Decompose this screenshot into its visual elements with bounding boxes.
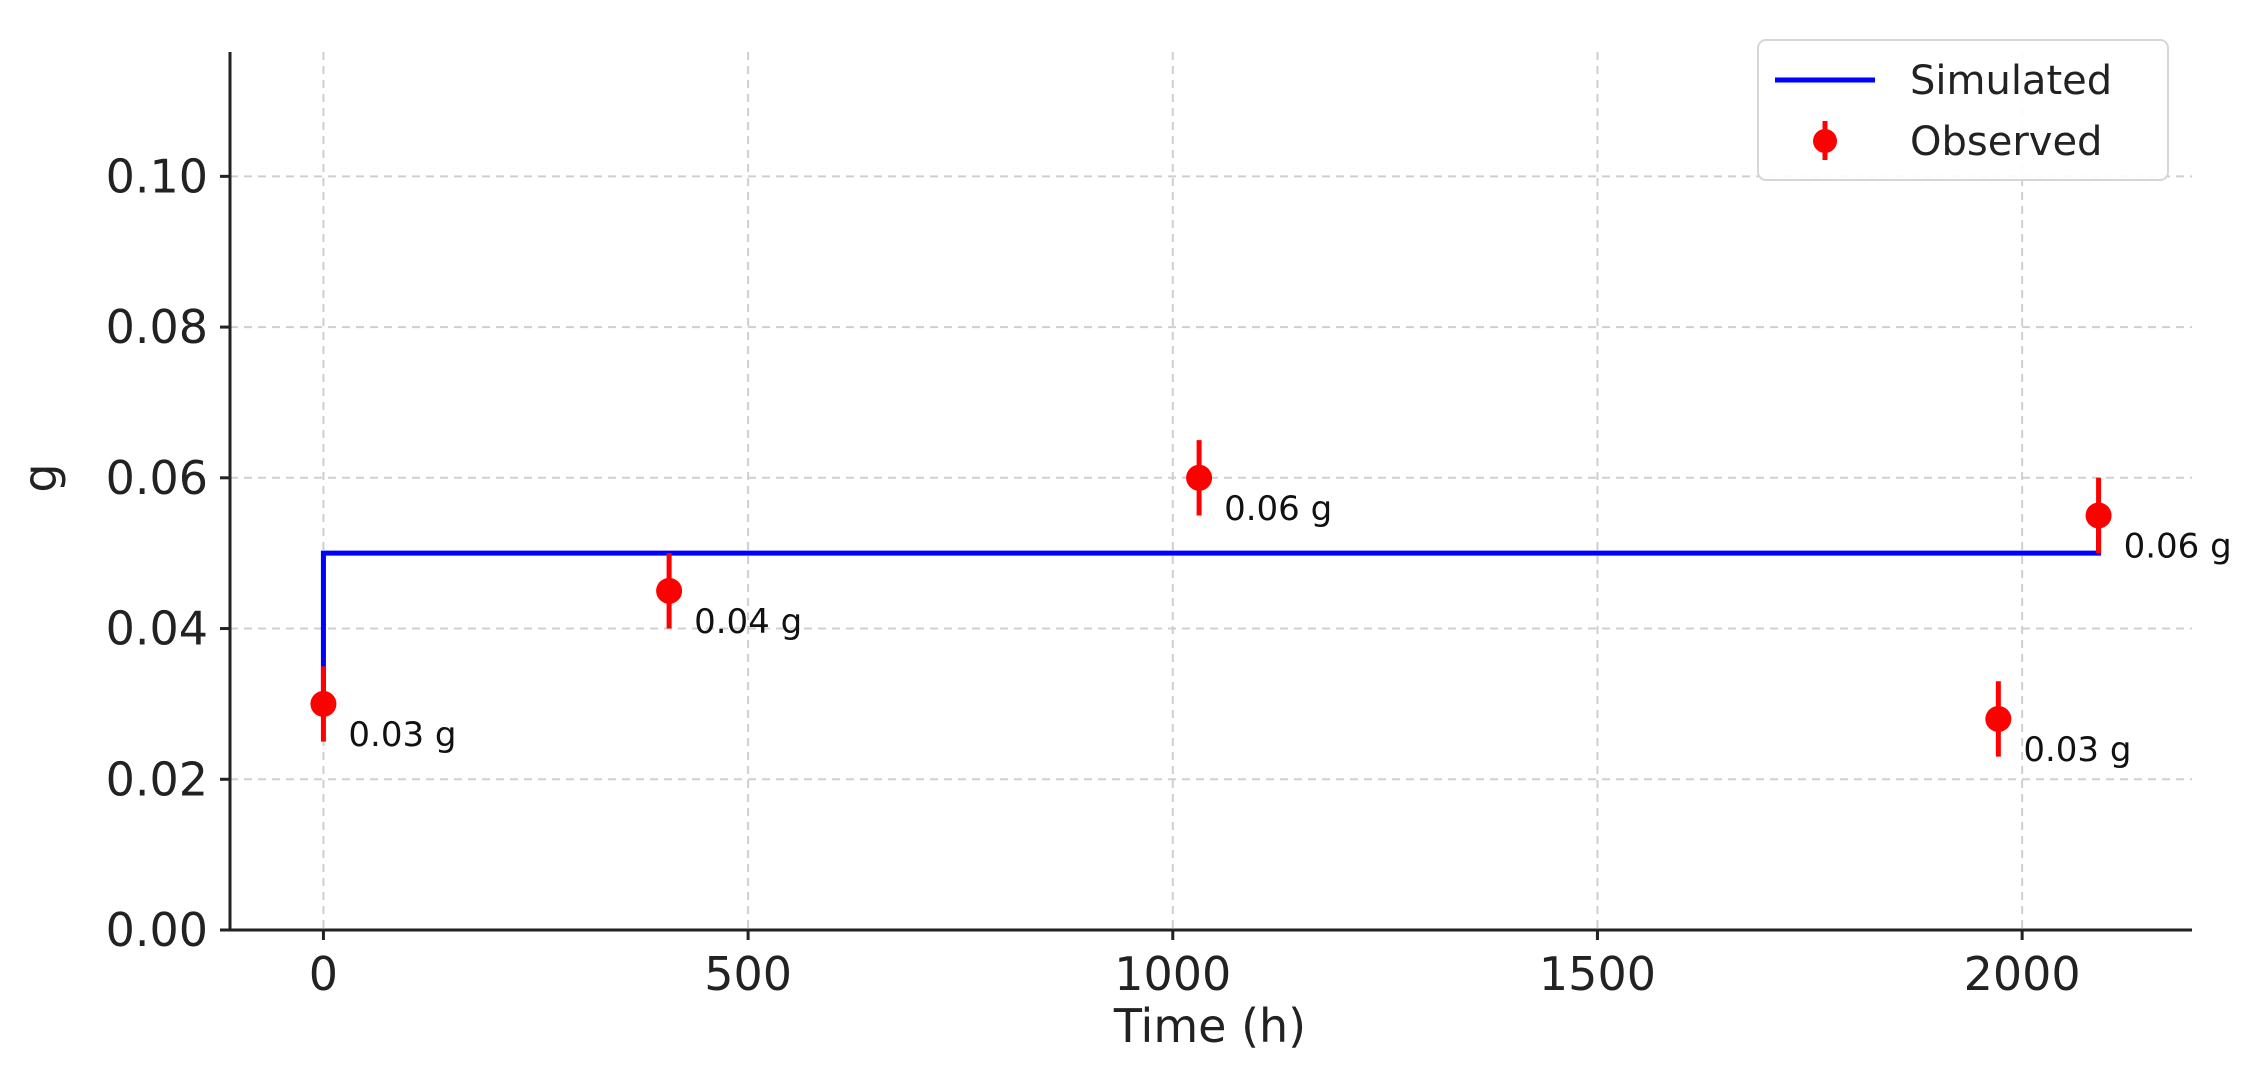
legend-observed-marker (1813, 129, 1837, 153)
legend-observed-label: Observed (1910, 119, 2102, 165)
observed-point (1985, 705, 2012, 732)
simulated-line (320, 515, 2102, 704)
observed-point (1186, 464, 1213, 491)
observed-data-label: 0.04 g (694, 602, 802, 642)
observed-point (656, 577, 683, 604)
legend-simulated-label: Simulated (1910, 58, 2112, 104)
y-tick-label: 0.08 (106, 300, 208, 354)
observed-data-label: 0.03 g (2023, 730, 2131, 770)
y-axis-label: g (13, 463, 67, 492)
legend-box (1757, 39, 2169, 181)
grid (230, 52, 2192, 930)
axes (228, 52, 2192, 932)
x-tick-label: 1000 (1114, 947, 1231, 1001)
y-tick-label: 0.10 (106, 149, 208, 203)
observed-point (2085, 502, 2112, 529)
series (310, 440, 2112, 757)
ticks: 0 500 1000 1500 2000 0.00 0.02 0.04 0.06 0.08 0.10 (106, 149, 2081, 1001)
x-tick-label: 500 (704, 947, 792, 1001)
x-tick-label: 2000 (1964, 947, 2081, 1001)
x-tick-label: 0 (309, 947, 338, 1001)
y-tick-label: 0.02 (106, 752, 208, 806)
data-labels: 0.03 g 0.04 g 0.06 g 0.03 g 0.06 g (348, 489, 2231, 770)
x-tick-label: 1500 (1539, 947, 1656, 1001)
observed-point (310, 690, 337, 717)
y-tick-label: 0.06 (106, 451, 208, 505)
legend: Simulated Observed (1757, 39, 2169, 181)
observed-data-label: 0.06 g (1224, 489, 1332, 529)
x-axis-label: Time (h) (1113, 999, 1306, 1053)
observed-data-label: 0.03 g (348, 715, 456, 755)
y-tick-label: 0.00 (106, 903, 208, 957)
observed-data-label: 0.06 g (2124, 526, 2232, 566)
y-tick-label: 0.04 (106, 602, 208, 656)
